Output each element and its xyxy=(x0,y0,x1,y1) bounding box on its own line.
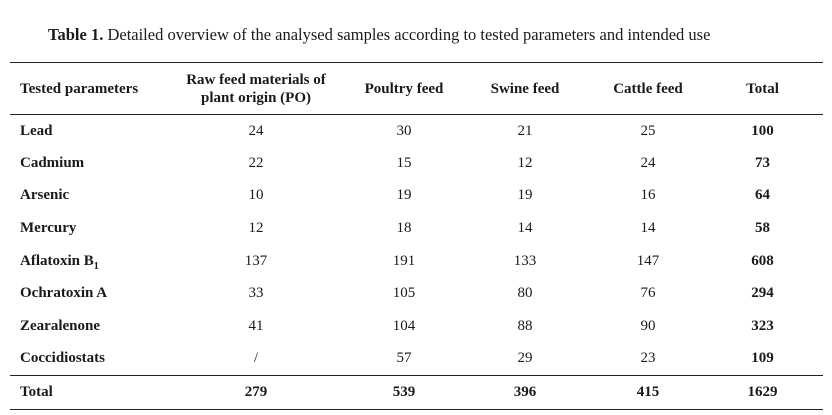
table-row: Arsenic 10 19 19 16 64 xyxy=(10,180,823,213)
header-po-line2: plant origin (PO) xyxy=(200,89,311,106)
row-cattle-value: 25 xyxy=(640,122,656,139)
row-swine-value: 88 xyxy=(517,317,533,334)
row-parameter-label: Coccidiostats xyxy=(20,350,105,367)
row-swine-value: 133 xyxy=(513,252,537,269)
row-parameter-subscript: 1 xyxy=(93,260,99,272)
row-po-value: 33 xyxy=(248,285,264,302)
row-cattle-value: 76 xyxy=(640,285,656,302)
row-cattle-value: 147 xyxy=(636,252,660,269)
header-raw-feed-po: Raw feed materials of plant origin (PO) xyxy=(160,62,352,115)
row-total-value: 294 xyxy=(751,285,774,302)
row-total-value: 73 xyxy=(755,154,770,171)
row-swine-value: 21 xyxy=(517,122,533,139)
row-poultry-value: 57 xyxy=(396,350,412,367)
row-poultry-value: 191 xyxy=(392,252,416,269)
row-total-value: 64 xyxy=(755,187,770,204)
row-po-value: 41 xyxy=(248,317,264,334)
row-total-value: 608 xyxy=(751,252,774,269)
row-parameter-name: Lead xyxy=(10,115,160,148)
row-swine-value: 80 xyxy=(517,285,533,302)
row-parameter-label: Zearalenone xyxy=(20,317,100,334)
row-parameter-label: Mercury xyxy=(20,220,77,237)
totals-po: 279 xyxy=(160,374,352,410)
row-parameter-label: Arsenic xyxy=(20,187,70,204)
row-swine-value: 14 xyxy=(517,220,533,237)
row-total-value: 109 xyxy=(751,350,774,367)
row-po-value: 12 xyxy=(248,220,264,237)
row-po-value: 24 xyxy=(248,122,264,139)
totals-poultry: 539 xyxy=(352,374,456,410)
row-parameter-name: Cadmium xyxy=(10,147,160,180)
row-swine-value: 12 xyxy=(517,154,533,171)
row-cattle-value: 24 xyxy=(640,154,656,171)
table-row: Lead 24 30 21 25 100 xyxy=(10,115,823,148)
header-total: Total xyxy=(702,62,823,115)
header-swine-feed: Swine feed xyxy=(456,62,594,115)
row-parameter-label: Ochratoxin A xyxy=(20,285,108,302)
row-poultry-value: 104 xyxy=(392,317,416,334)
row-parameter-name: Arsenic xyxy=(10,180,160,213)
row-parameter-label: Aflatoxin B xyxy=(20,252,94,269)
row-po-value: / xyxy=(253,350,259,367)
table-caption: Table 1. Detailed overview of the analys… xyxy=(48,24,710,46)
row-parameter-name: Mercury xyxy=(10,212,160,245)
table-row: Ochratoxin A 33 105 80 76 294 xyxy=(10,277,823,310)
row-poultry-value: 18 xyxy=(396,220,412,237)
header-po-line1: Raw feed materials of xyxy=(186,71,326,88)
row-parameter-label: Cadmium xyxy=(20,154,85,171)
row-total-value: 100 xyxy=(751,122,774,139)
row-total-value: 323 xyxy=(751,317,774,334)
row-poultry-value: 15 xyxy=(396,154,412,171)
row-po-value: 22 xyxy=(248,154,264,171)
totals-grand-total: 1629 xyxy=(702,374,823,410)
row-cattle-value: 14 xyxy=(640,220,656,237)
row-cattle-value: 23 xyxy=(640,350,656,367)
table-caption-label: Table 1. xyxy=(48,25,104,44)
row-poultry-value: 19 xyxy=(396,187,412,204)
table-row: Coccidiostats / 57 29 23 109 xyxy=(10,343,823,376)
row-swine-value: 19 xyxy=(517,187,533,204)
table-row: Zearalenone 41 104 88 90 323 xyxy=(10,310,823,343)
row-total-value: 58 xyxy=(755,220,770,237)
table-row: Cadmium 22 15 12 24 73 xyxy=(10,147,823,180)
row-po-value: 137 xyxy=(244,252,268,269)
row-poultry-value: 105 xyxy=(392,285,416,302)
totals-cattle: 415 xyxy=(594,374,702,410)
row-cattle-value: 90 xyxy=(640,317,656,334)
header-poultry-feed: Poultry feed xyxy=(352,62,456,115)
samples-table: Tested parameters Raw feed materials of p… xyxy=(10,62,823,410)
header-row: Tested parameters Raw feed materials of p… xyxy=(10,62,823,115)
row-parameter-label: Lead xyxy=(20,122,53,139)
totals-row: Total 279 539 396 415 1629 xyxy=(10,374,823,410)
table-row: Aflatoxin B1 137 191 133 147 608 xyxy=(10,245,823,278)
row-parameter-name: Zearalenone xyxy=(10,310,160,343)
row-parameter-name: Coccidiostats xyxy=(10,343,160,376)
row-swine-value: 29 xyxy=(517,350,533,367)
row-parameter-name: Aflatoxin B1 xyxy=(10,245,160,278)
row-cattle-value: 16 xyxy=(640,187,656,204)
header-cattle-feed: Cattle feed xyxy=(594,62,702,115)
row-po-value: 10 xyxy=(248,187,264,204)
row-parameter-name: Ochratoxin A xyxy=(10,277,160,310)
row-poultry-value: 30 xyxy=(396,122,412,139)
table-caption-text: Detailed overview of the analysed sample… xyxy=(107,25,711,44)
table-row: Mercury 12 18 14 14 58 xyxy=(10,212,823,245)
totals-label: Total xyxy=(10,374,160,410)
totals-swine: 396 xyxy=(456,374,594,410)
header-tested-parameters: Tested parameters xyxy=(10,62,160,115)
